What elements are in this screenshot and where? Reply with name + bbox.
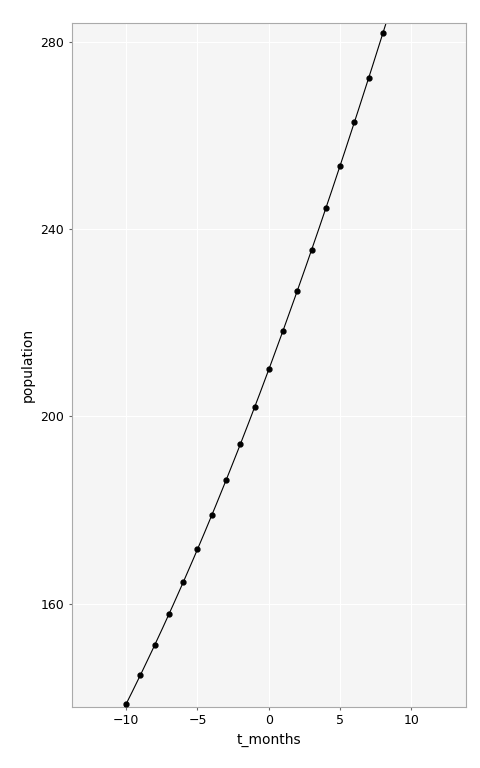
X-axis label: t_months: t_months (237, 733, 301, 747)
Y-axis label: population: population (21, 328, 35, 402)
